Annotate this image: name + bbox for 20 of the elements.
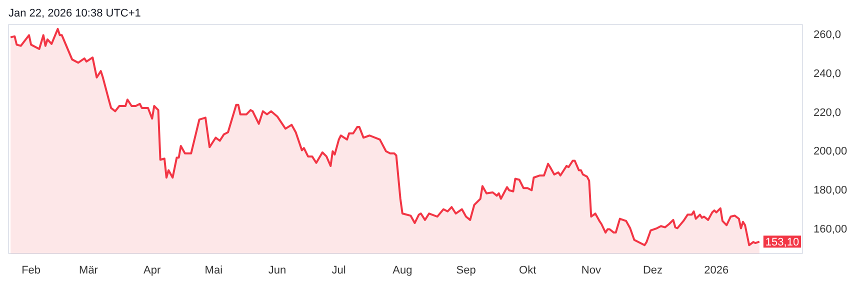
x-tick-label: Sep [456, 264, 476, 276]
x-tick-label: Nov [581, 264, 602, 276]
x-tick-label: Aug [392, 264, 412, 276]
x-tick-label: Feb [22, 264, 41, 276]
x-tick-label: Jul [332, 264, 346, 276]
x-tick-label: Jun [268, 264, 286, 276]
chart-title: Jan 22, 2026 10:38 UTC+1 [8, 8, 141, 20]
x-tick-label: Okt [519, 264, 536, 276]
x-tick-label: Mai [204, 264, 223, 276]
x-tick-label: Apr [144, 264, 162, 276]
y-tick-label: 160,00 [814, 223, 848, 236]
y-tick-label: 180,00 [814, 184, 848, 196]
y-tick-label: 260,0 [814, 29, 842, 42]
y-tick-label: 200,00 [814, 146, 848, 158]
x-tick-label: Dez [642, 264, 663, 276]
x-tick-label: Mär [79, 264, 98, 276]
x-tick-label: 2026 [704, 264, 729, 276]
y-tick-label: 240,0 [814, 68, 842, 80]
annotation: 153,10 [765, 236, 800, 249]
y-tick-label: 220,0 [814, 106, 842, 119]
